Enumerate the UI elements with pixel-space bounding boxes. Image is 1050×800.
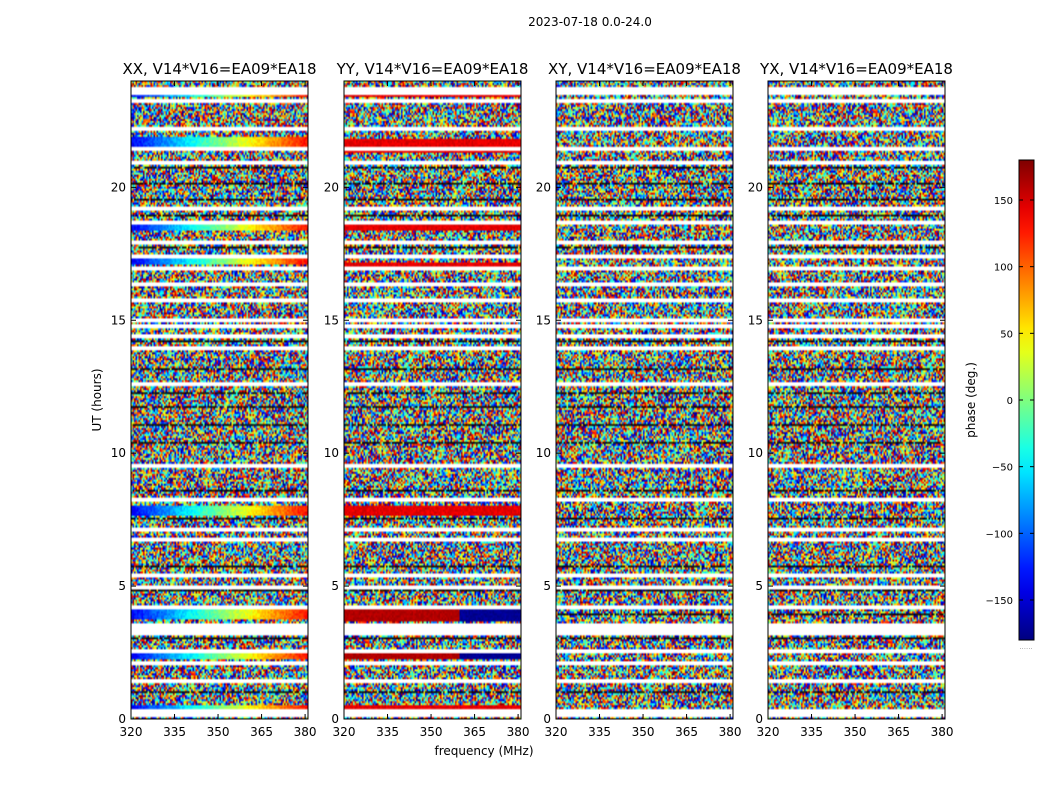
y-tick-label: 10 <box>111 446 126 460</box>
panel-xx: XX, V14*V16=EA09*EA18 320 335 350 365 380 0 5 10… <box>111 60 317 739</box>
y-tick-label: 15 <box>536 313 551 327</box>
panel-frame <box>343 80 522 720</box>
y-tick-label: 20 <box>324 180 339 194</box>
heatmap-image-xx <box>131 81 308 719</box>
y-tick-label: 10 <box>324 446 339 460</box>
y-tick-label: 20 <box>536 180 551 194</box>
panel-title: XX, V14*V16=EA09*EA18 <box>122 60 316 78</box>
x-tick-label: 320 <box>120 725 143 739</box>
y-tick-label: 20 <box>748 180 763 194</box>
x-tick-label: 365 <box>675 725 698 739</box>
y-tick-label: 10 <box>536 446 551 460</box>
x-tick-label: 335 <box>800 725 823 739</box>
y-tick-label: 0 <box>755 712 763 726</box>
colorbar-label: phase (deg.) <box>964 362 978 438</box>
x-tick-label: 365 <box>250 725 273 739</box>
panel-frame <box>130 80 309 720</box>
x-tick-label: 380 <box>507 725 530 739</box>
panel-xy: XY, V14*V16=EA09*EA18 320 335 350 365 380 0 5 10… <box>536 60 742 739</box>
colorbar: 150 100 50 0 −50 −100 −150 <box>986 159 1035 641</box>
y-tick-label: 5 <box>331 579 339 593</box>
figure-suptitle: 2023-07-18 0.0-24.0 <box>528 15 652 29</box>
x-tick-label: 350 <box>632 725 655 739</box>
x-tick-label: 335 <box>376 725 399 739</box>
y-tick-label: 20 <box>111 180 126 194</box>
x-tick-label: 365 <box>463 725 486 739</box>
heatmap-image-xy <box>556 81 733 719</box>
x-tick-label: 320 <box>545 725 568 739</box>
colorbar-footer: ...... <box>1019 643 1032 651</box>
x-axis-label: frequency (MHz) <box>434 744 533 758</box>
panels: XX, V14*V16=EA09*EA18 320 335 350 365 380 0 5 10… <box>111 60 954 739</box>
colorbar-tick-label: −50 <box>992 463 1013 474</box>
panel-title: XY, V14*V16=EA09*EA18 <box>548 60 741 78</box>
y-tick-label: 5 <box>755 579 763 593</box>
colorbar-tick-label: −100 <box>986 529 1013 540</box>
x-tick-label: 335 <box>588 725 611 739</box>
colorbar-tick-label: 50 <box>1000 329 1013 340</box>
x-tick-label: 380 <box>294 725 317 739</box>
y-tick-label: 10 <box>748 446 763 460</box>
panel-yx: YX, V14*V16=EA09*EA18 320 335 350 365 380 0 5 10… <box>748 60 954 739</box>
colorbar-tick-label: 100 <box>994 263 1013 274</box>
x-tick-label: 380 <box>931 725 954 739</box>
panel-frame <box>555 80 734 720</box>
y-tick-label: 15 <box>748 313 763 327</box>
x-tick-label: 365 <box>887 725 910 739</box>
y-tick-label: 0 <box>543 712 551 726</box>
x-tick-label: 350 <box>844 725 867 739</box>
y-tick-label: 15 <box>324 313 339 327</box>
colorbar-tick-label: 150 <box>994 196 1013 207</box>
colorbar-tick-label: 0 <box>1007 396 1013 407</box>
y-tick-label: 5 <box>118 579 126 593</box>
x-tick-label: 350 <box>420 725 443 739</box>
x-tick-label: 320 <box>333 725 356 739</box>
x-tick-label: 380 <box>719 725 742 739</box>
y-tick-label: 15 <box>111 313 126 327</box>
y-tick-label: 5 <box>543 579 551 593</box>
x-tick-label: 320 <box>757 725 780 739</box>
x-tick-label: 350 <box>207 725 230 739</box>
heatmap-image-yy <box>344 81 521 719</box>
y-tick-label: 0 <box>118 712 126 726</box>
panel-title: YY, V14*V16=EA09*EA18 <box>336 60 529 78</box>
panel-title: YX, V14*V16=EA09*EA18 <box>759 60 953 78</box>
colorbar-tick-label: −150 <box>986 596 1013 607</box>
panel-yy: YY, V14*V16=EA09*EA18 320 335 350 365 380 0 5 10… <box>324 60 530 739</box>
panel-frame <box>767 80 946 720</box>
heatmap-image-yx <box>768 81 945 719</box>
y-axis-label: UT (hours) <box>90 368 104 431</box>
x-tick-label: 335 <box>163 725 186 739</box>
y-tick-label: 0 <box>331 712 339 726</box>
